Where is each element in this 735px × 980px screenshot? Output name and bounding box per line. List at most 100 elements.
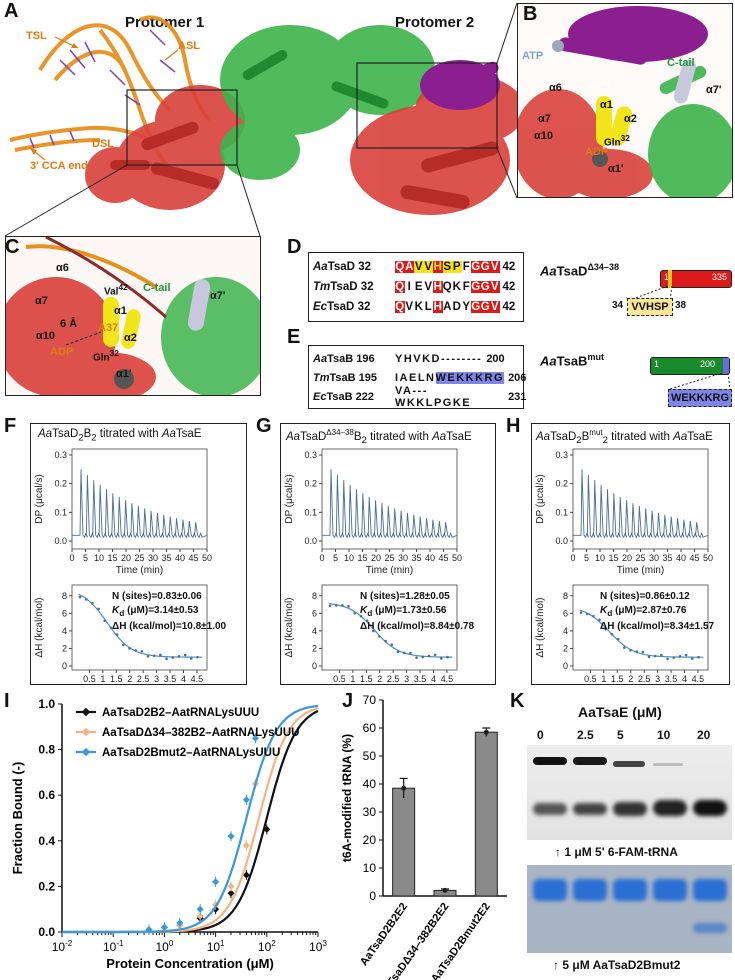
time-xtick-label: 5 [333, 553, 338, 563]
tsad-bar-end: 335 [711, 272, 727, 282]
tsad-del-end: 38 [675, 300, 687, 311]
alpha1-label-b: α1 [600, 99, 613, 111]
dh-fit-curve [328, 603, 453, 658]
panel-b-box [517, 3, 733, 198]
d-row-label: AaTsaD 32 [313, 261, 371, 273]
time-xtick-label: 35 [662, 553, 672, 563]
panel-letter-b: B [523, 3, 538, 25]
d-alignment-row: AaTsaD 32 Q A V V H S P F G G V 42 [313, 257, 515, 277]
dh-ytick-label: 8 [563, 591, 568, 601]
time-xtick-label: 45 [689, 553, 699, 563]
dh-data-point [396, 650, 400, 654]
d-row-end: 42 [502, 281, 516, 293]
dsl-label: DSL [92, 138, 114, 150]
i-legend-marker [81, 727, 91, 737]
ctail-label-c: C-tail [143, 282, 171, 294]
panel-h-title: AaTsaD2Bmut2 titrated with AaTsaE [536, 428, 713, 447]
time-xtick-label: 45 [438, 553, 448, 563]
d-residue: Y [462, 301, 471, 313]
alpha10-label-c: α10 [36, 330, 55, 342]
time-xtick-label: 10 [344, 553, 354, 563]
tsl-label: TSL [26, 30, 47, 42]
dh-data-point [641, 650, 645, 654]
molar-xtick-label: 3 [154, 674, 159, 684]
six-angstrom-label: 6 Å [60, 318, 78, 330]
panel-h-dh: ΔH (kcal/mol)=8.34±1.57 [600, 621, 715, 632]
dh-data-point [690, 657, 694, 660]
atp-label: ATP [522, 50, 544, 62]
time-xtick-label: 30 [649, 553, 659, 563]
tsad-deletion-connector [629, 286, 673, 300]
d-residue: G [480, 301, 490, 313]
panel-k-label2: ↑ 5 μM AaTsaD2Bmut2 [553, 958, 681, 972]
dh-data-point [697, 655, 700, 659]
panel-g-n: N (sites)=1.28±0.05 [360, 591, 450, 602]
dh-ytick-label: 0 [563, 661, 568, 671]
j-ytick-label: 70 [363, 693, 377, 707]
dh-data-point [585, 612, 589, 616]
i-legend-text: AaTsaD2B2–AatRNALysUUU [102, 707, 259, 719]
d-row-end: 42 [502, 301, 516, 313]
tsad-construct-name: AaTsaDΔ34–38 [540, 262, 619, 279]
dh-data-point [623, 646, 626, 649]
tsab-insert-mark [723, 358, 729, 374]
dh-ytick-label: 6 [312, 608, 317, 618]
dh-data-point [353, 611, 357, 615]
dp-ytick-label: 0.2 [54, 479, 67, 489]
time-xtick-label: 15 [357, 553, 367, 563]
dh-data-point [152, 654, 156, 658]
dh-data-point [390, 643, 394, 646]
e-row-end: 200 [486, 352, 505, 365]
d-residue: K [414, 301, 423, 313]
d-residue: F [462, 281, 470, 293]
time-xtick-label: 45 [188, 553, 198, 563]
dh-data-point [140, 649, 144, 653]
dh-data-point [610, 632, 614, 636]
panel-f-kd: Kd (μM)=3.14±0.53 [112, 605, 199, 618]
panel-letter-j: J [342, 690, 354, 712]
panel-c-structure [6, 237, 260, 395]
e-row-label: AaTsaB 196 [313, 352, 375, 365]
i-ytick-label: 1.0 [38, 697, 55, 711]
dh-data-point [341, 604, 344, 607]
dh-data-point [177, 655, 181, 658]
dh-data-point [189, 657, 193, 660]
dp-ytick-label: 0.2 [304, 479, 317, 489]
i-xtick-label: 102 [258, 939, 276, 954]
dh-data-point [409, 651, 412, 655]
j-point [401, 785, 407, 791]
dh-data-point [146, 654, 150, 658]
dp-trace [72, 469, 208, 539]
d-residue: G [471, 301, 481, 313]
dp-axis-label: DP (μcal/s) [535, 474, 546, 523]
d-alignment-row: EcTsaD 32 Q V K L H A D Y G G V 42 [313, 297, 515, 317]
j-ytick-label: 10 [363, 861, 377, 875]
gln32-label-b: Gln32 [604, 133, 630, 149]
i-xtick-label: 10-1 [103, 939, 124, 954]
adp-label-b: ADP [585, 146, 609, 158]
asl-label: ASL [178, 40, 200, 52]
a37-label: A37 [98, 322, 119, 334]
dh-ytick-label: 0 [312, 661, 317, 671]
dp-ytick-label: 0.3 [555, 450, 568, 460]
dh-data-point [660, 653, 663, 657]
time-xtick-label: 25 [134, 553, 144, 563]
i-legend-marker [81, 707, 91, 717]
alpha6-label-c: α6 [56, 262, 69, 274]
d-residue: A [404, 261, 414, 273]
time-xtick-label: 20 [121, 553, 131, 563]
panel-g-box [280, 423, 496, 685]
dp-ytick-label: 0.1 [54, 507, 67, 517]
j-bar [474, 731, 498, 897]
tsad-del-start: 34 [612, 300, 624, 311]
dh-data-point [128, 647, 131, 650]
molar-xtick-label: 3.5 [164, 674, 177, 684]
dh-data-point [402, 651, 406, 655]
e-row-seq: VA---WKKLPGKE [394, 384, 472, 409]
molar-xtick-label: 4.5 [441, 674, 454, 684]
panel-h-kd: Kd (μM)=2.87±0.76 [600, 605, 687, 618]
dh-ytick-label: 8 [312, 591, 317, 601]
dh-data-point [384, 639, 387, 643]
molar-xtick-label: 3.5 [414, 674, 427, 684]
